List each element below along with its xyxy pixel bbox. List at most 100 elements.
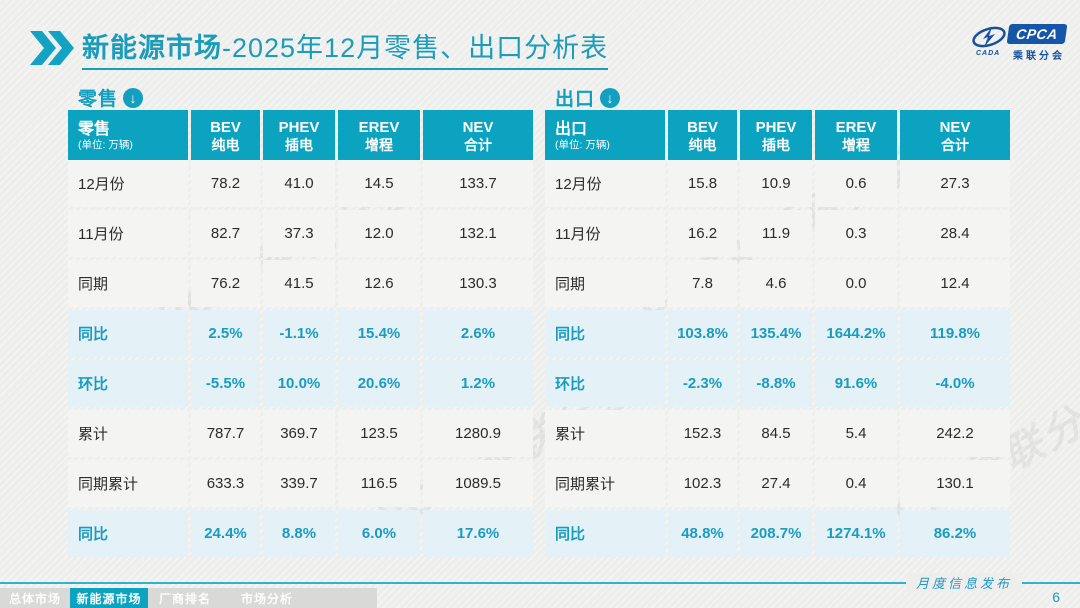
data-cell: 86.2%: [900, 510, 1010, 557]
column-header: PHEV 插电: [263, 110, 335, 162]
page-number: 6: [1052, 589, 1060, 605]
data-cell: 82.7: [191, 210, 260, 257]
data-cell: 123.5: [338, 410, 420, 457]
data-cell: 0.4: [815, 460, 897, 507]
down-arrow-icon: ↓: [600, 87, 621, 108]
data-cell: 10.9: [740, 160, 812, 207]
publish-label: 月度信息发布: [905, 573, 1022, 592]
data-cell: 1644.2%: [815, 310, 897, 357]
column-header-zh: 增程: [842, 136, 870, 153]
data-cell: 11.9: [740, 210, 812, 257]
footer-tab-3[interactable]: 厂商排名: [148, 588, 222, 608]
data-cell: 14.5: [338, 160, 420, 207]
column-header-zh: 合计: [941, 136, 969, 153]
data-cell: 0.0: [815, 260, 897, 307]
footer-tab-2[interactable]: 新能源市场: [70, 588, 148, 608]
data-cell: 27.3: [900, 160, 1010, 207]
data-cell: 135.4%: [740, 310, 812, 357]
column-header: BEV 纯电: [191, 110, 260, 162]
table-corner-header: 出口 (单位: 万辆): [545, 110, 665, 162]
title-rest: -2025年12月零售、出口分析表: [222, 33, 609, 63]
column-header-en: EREV: [358, 119, 400, 137]
data-cell: 116.5: [338, 460, 420, 507]
row-label: 累计: [545, 410, 665, 457]
data-cell: -8.8%: [740, 360, 812, 407]
data-cell: -1.1%: [263, 310, 335, 357]
data-cell: 130.1: [900, 460, 1010, 507]
column-header: EREV 增程: [338, 110, 420, 162]
data-cell: 208.7%: [740, 510, 812, 557]
column-header-en: NEV: [939, 119, 971, 137]
column-header-zh: 合计: [464, 136, 492, 153]
row-label: 11月份: [545, 210, 665, 257]
table-corner-unit: (单位: 万辆): [555, 139, 610, 152]
cpca-swoosh-icon: [972, 26, 1006, 48]
bottom-tab-bar: 总体市场 新能源市场 厂商排名 市场分析: [0, 588, 377, 608]
down-arrow-icon: ↓: [123, 87, 144, 108]
row-label: 同期: [545, 260, 665, 307]
cpca-logo: CPCA CADA 乘联分会: [972, 20, 1068, 62]
row-label: 同期累计: [68, 460, 188, 507]
row-label: 同比: [68, 510, 188, 557]
footer-tab-1[interactable]: 总体市场: [0, 588, 70, 608]
data-cell: 133.7: [423, 160, 533, 207]
row-label: 同比: [68, 310, 188, 357]
export-table: 出口 (单位: 万辆) BEV 纯电 PHEV 插电 EREV 增程 NEV 合计 12月份 15.8…: [545, 110, 1010, 557]
row-label: 同比: [545, 310, 665, 357]
data-cell: 76.2: [191, 260, 260, 307]
data-cell: 28.4: [900, 210, 1010, 257]
data-cell: 339.7: [263, 460, 335, 507]
data-cell: 1089.5: [423, 460, 533, 507]
column-header-zh: 增程: [365, 136, 393, 153]
section-export: 出口 ↓: [555, 84, 621, 111]
data-cell: 8.8%: [263, 510, 335, 557]
data-cell: 15.8: [668, 160, 737, 207]
data-cell: 242.2: [900, 410, 1010, 457]
data-cell: 132.1: [423, 210, 533, 257]
data-cell: 1.2%: [423, 360, 533, 407]
data-cell: 91.6%: [815, 360, 897, 407]
page-title: 新能源市场-2025年12月零售、出口分析表: [30, 26, 609, 70]
data-cell: -4.0%: [900, 360, 1010, 407]
footer-tab-4[interactable]: 市场分析: [222, 588, 312, 608]
table-corner-header: 零售 (单位: 万辆): [68, 110, 188, 162]
column-header-en: EREV: [835, 119, 877, 137]
row-label: 12月份: [545, 160, 665, 207]
row-label: 同期累计: [545, 460, 665, 507]
column-header-en: NEV: [462, 119, 494, 137]
row-label: 同期: [68, 260, 188, 307]
data-cell: 119.8%: [900, 310, 1010, 357]
section-retail: 零售 ↓: [78, 84, 144, 111]
footer-divider: [0, 582, 1080, 584]
data-cell: 7.8: [668, 260, 737, 307]
data-cell: 15.4%: [338, 310, 420, 357]
data-cell: 41.0: [263, 160, 335, 207]
column-header-en: PHEV: [278, 119, 320, 137]
cpca-logo-subtitle: 乘联分会: [1013, 51, 1065, 62]
data-cell: 10.0%: [263, 360, 335, 407]
cpca-logo-box: CPCA: [1006, 24, 1068, 44]
double-chevron-icon: [30, 31, 74, 65]
column-header: BEV 纯电: [668, 110, 737, 162]
retail-table: 零售 (单位: 万辆) BEV 纯电 PHEV 插电 EREV 增程 NEV 合计 12月份 78.2…: [68, 110, 533, 557]
data-cell: 1280.9: [423, 410, 533, 457]
data-cell: 130.3: [423, 260, 533, 307]
data-cell: 27.4: [740, 460, 812, 507]
data-cell: 24.4%: [191, 510, 260, 557]
data-cell: -5.5%: [191, 360, 260, 407]
row-label: 累计: [68, 410, 188, 457]
row-label: 环比: [545, 360, 665, 407]
tab-bar-filler: [312, 588, 377, 608]
column-header: PHEV 插电: [740, 110, 812, 162]
section-retail-label: 零售: [78, 89, 119, 110]
column-header: NEV 合计: [423, 110, 533, 162]
data-cell: 20.6%: [338, 360, 420, 407]
column-header-en: PHEV: [755, 119, 797, 137]
data-cell: 787.7: [191, 410, 260, 457]
data-cell: 12.4: [900, 260, 1010, 307]
data-cell: 102.3: [668, 460, 737, 507]
data-cell: 1274.1%: [815, 510, 897, 557]
column-header-zh: 插电: [285, 136, 313, 153]
data-cell: -2.3%: [668, 360, 737, 407]
